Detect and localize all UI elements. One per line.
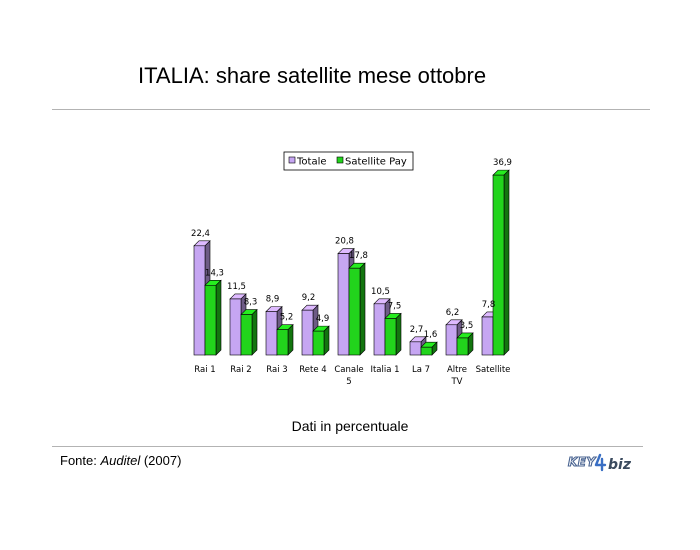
value-label: 8,9 bbox=[266, 295, 280, 305]
legend-label: Satellite Pay bbox=[345, 157, 407, 168]
legend-label: Totale bbox=[296, 157, 327, 168]
bar bbox=[492, 169, 510, 356]
category-label: Rete 4 bbox=[299, 365, 326, 375]
bar bbox=[348, 262, 366, 356]
value-label: 7,5 bbox=[388, 301, 402, 311]
value-label: 3,5 bbox=[460, 321, 474, 331]
bar bbox=[204, 279, 222, 356]
category-label: Altre TV bbox=[447, 365, 467, 387]
value-label: 17,8 bbox=[349, 251, 368, 261]
legend-box bbox=[283, 151, 414, 171]
category-label: La 7 bbox=[412, 365, 430, 375]
bar bbox=[384, 312, 402, 356]
legend-swatch bbox=[336, 156, 344, 164]
logo-biz-text: biz bbox=[608, 457, 632, 473]
value-label: 20,8 bbox=[335, 237, 354, 247]
category-label: Rai 3 bbox=[266, 365, 287, 375]
bar bbox=[420, 341, 438, 356]
source-year: (2007) bbox=[140, 453, 182, 468]
logo-four-mark-icon bbox=[594, 453, 607, 472]
value-label: 10,5 bbox=[371, 287, 390, 297]
key4biz-logo: KEY biz bbox=[567, 453, 632, 473]
value-label: 2,7 bbox=[410, 325, 424, 335]
category-label: Italia 1 bbox=[370, 365, 399, 375]
value-label: 22,4 bbox=[191, 229, 210, 239]
category-label: Rai 1 bbox=[194, 365, 215, 375]
bar bbox=[240, 308, 258, 356]
bar-chart: Totale Satellite Pay 22,4 14,311,5 8,3 8,95,… bbox=[191, 151, 512, 387]
bar-series bbox=[193, 169, 510, 356]
value-labels: 22,4 14,311,5 8,3 8,95,2 9,2 4,9 20,8 17,8 10,5 7… bbox=[191, 158, 512, 340]
category-label: Satellite bbox=[476, 365, 511, 375]
bar bbox=[276, 323, 294, 356]
slide-title: ITALIA: share satellite mese ottobre bbox=[138, 63, 487, 88]
title-divider bbox=[52, 109, 650, 110]
value-label: 8,3 bbox=[244, 298, 258, 308]
value-label: 14,3 bbox=[205, 268, 224, 278]
chart-legend: Totale Satellite Pay bbox=[283, 151, 414, 171]
source-name: Auditel bbox=[100, 453, 141, 468]
value-label: 9,2 bbox=[302, 293, 316, 303]
logo-key-text: KEY bbox=[568, 455, 596, 469]
value-label: 4,9 bbox=[316, 314, 330, 324]
footer-divider bbox=[52, 446, 643, 447]
value-label: 1,6 bbox=[424, 330, 438, 340]
bar bbox=[312, 325, 330, 356]
value-label: 5,2 bbox=[280, 313, 294, 323]
value-label: 11,5 bbox=[227, 282, 246, 292]
category-label: Canale 5 bbox=[334, 365, 363, 387]
category-axis: Rai 1 Rai 2 Rai 3 Rete 4 Canale 5 Italia 1 La 7… bbox=[194, 365, 510, 387]
value-label: 6,2 bbox=[446, 308, 460, 318]
category-label: Rai 2 bbox=[230, 365, 251, 375]
source-prefix: Fonte: bbox=[60, 453, 101, 468]
source-note: Fonte: Auditel (2007) bbox=[60, 453, 181, 468]
value-label: 36,9 bbox=[493, 158, 512, 168]
legend-swatch bbox=[288, 156, 296, 164]
bar bbox=[456, 332, 474, 356]
value-label: 7,8 bbox=[482, 300, 496, 310]
chart-subtitle: Dati in percentuale bbox=[291, 418, 409, 434]
